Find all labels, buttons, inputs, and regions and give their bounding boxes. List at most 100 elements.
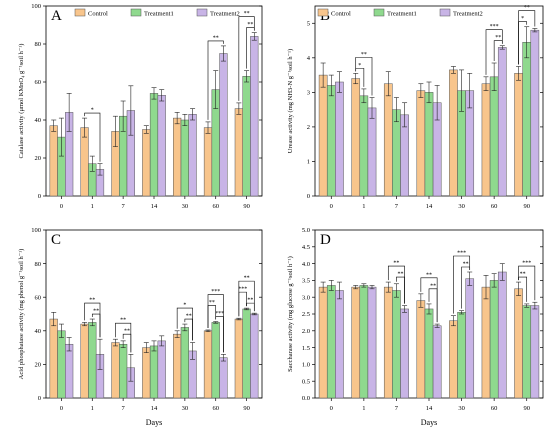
y-tick-label: 2.0 <box>302 328 310 335</box>
bar <box>367 107 377 197</box>
significance-bracket <box>453 255 471 314</box>
x-tick-label: 30 <box>458 203 465 210</box>
bar <box>416 300 426 399</box>
significance-label: * <box>183 303 186 309</box>
bar <box>326 285 336 399</box>
panel-label: D <box>320 232 331 248</box>
bar <box>65 343 74 399</box>
y-axis-title: Acid phosphatase activity (mg phenol g⁻¹… <box>18 249 25 380</box>
legend-label: Treatment1 <box>144 10 174 17</box>
y-tick-label: 100 <box>31 227 41 234</box>
x-tick-label: 14 <box>151 203 158 210</box>
significance-label: ** <box>244 11 250 17</box>
bar <box>203 330 213 399</box>
y-tick-label: 5 <box>307 20 310 27</box>
significance-bracket <box>355 57 373 96</box>
chart-panel-c: C 0 20 40 60 80 100 0 1 7 14 30 60 90 Days Acid phospha… <box>18 227 263 427</box>
y-tick-label: 3 <box>307 90 310 97</box>
legend-label: Treatment2 <box>210 10 240 17</box>
bar <box>57 330 66 399</box>
bar <box>424 92 434 197</box>
x-tick-label: 60 <box>491 203 498 210</box>
x-tick-label: 60 <box>491 405 498 412</box>
legend-swatch <box>317 8 329 17</box>
significance-bracket <box>518 276 528 302</box>
bar <box>219 53 228 197</box>
bar <box>489 280 499 399</box>
y-tick-label: 60 <box>35 294 42 301</box>
significance-label: ** <box>430 283 436 289</box>
x-tick-label: 14 <box>426 203 433 210</box>
significance-bracket <box>91 313 101 338</box>
bar <box>351 286 361 399</box>
bar <box>416 90 426 197</box>
legend-label: Treatment1 <box>387 10 417 17</box>
bar <box>392 109 401 197</box>
x-tick-label: 0 <box>330 203 333 210</box>
significance-bracket <box>238 291 247 317</box>
x-tick-label: 7 <box>122 405 126 412</box>
y-tick-label: 80 <box>35 261 42 268</box>
y-axis-title: Urease activity (mg NH3-N g⁻¹soil h⁻¹) <box>287 49 294 153</box>
x-tick-label: 7 <box>395 405 399 412</box>
significance-label: ** <box>213 35 219 41</box>
y-tick-label: 100 <box>31 3 41 10</box>
bar <box>400 308 409 399</box>
chart-panel-d: D 0.0 0.5 1.0 1.5 2.0 2.5 3.0 3.5 4.0 4.5 5.0 0 1 7 14 3… <box>287 227 544 427</box>
significance-label: ** <box>244 276 250 282</box>
significance-bracket <box>238 16 255 101</box>
x-tick-label: 60 <box>212 405 219 412</box>
x-tick-label: 7 <box>395 203 399 210</box>
bar <box>359 95 369 197</box>
significance-label: ** <box>524 5 530 11</box>
bar <box>149 345 159 399</box>
legend-swatch <box>74 8 86 17</box>
x-tick-label: 1 <box>91 405 94 412</box>
bar <box>335 290 344 399</box>
y-tick-label: 0 <box>307 193 310 200</box>
significance-label: ** <box>247 22 253 28</box>
bar <box>203 127 213 197</box>
bar <box>367 286 377 399</box>
y-tick-label: 80 <box>35 41 42 48</box>
significance-label: ** <box>361 52 367 58</box>
bar <box>522 42 532 197</box>
significance-label: *** <box>211 289 220 295</box>
bar <box>424 308 434 399</box>
bar <box>119 343 128 399</box>
x-tick-label: 30 <box>182 405 189 412</box>
x-axis-title: Days <box>146 418 162 427</box>
significance-bracket <box>184 318 193 341</box>
y-tick-label: 3.5 <box>302 278 310 285</box>
significance-label: ** <box>247 298 253 304</box>
x-tick-label: 30 <box>458 405 465 412</box>
bar <box>111 342 120 399</box>
y-tick-label: 60 <box>35 79 42 86</box>
bar <box>180 119 189 197</box>
y-tick-label: 1 <box>307 159 310 166</box>
y-tick-label: 5.0 <box>302 227 310 234</box>
y-tick-label: 0 <box>38 193 41 200</box>
legend-label: Treatment2 <box>453 10 483 17</box>
legend-swatch <box>439 8 451 17</box>
bar <box>497 271 507 399</box>
y-tick-label: 40 <box>35 328 42 335</box>
bar <box>250 313 259 399</box>
bar <box>242 76 251 197</box>
y-tick-label: 1.5 <box>302 345 310 352</box>
bar <box>481 286 491 399</box>
bar <box>49 125 58 197</box>
x-tick-label: 90 <box>243 203 250 210</box>
legend-swatch <box>196 8 208 17</box>
significance-label: ** <box>426 272 432 278</box>
significance-bracket <box>461 266 471 309</box>
bar <box>149 93 159 197</box>
bar <box>449 320 458 399</box>
x-tick-label: 14 <box>151 405 158 412</box>
bar <box>335 81 344 197</box>
significance-label: *** <box>490 24 499 30</box>
chart-panel-b: B01234501714306090Urease activity (mg NH… <box>287 5 544 210</box>
bar <box>250 36 259 197</box>
y-tick-label: 4.0 <box>302 261 310 268</box>
